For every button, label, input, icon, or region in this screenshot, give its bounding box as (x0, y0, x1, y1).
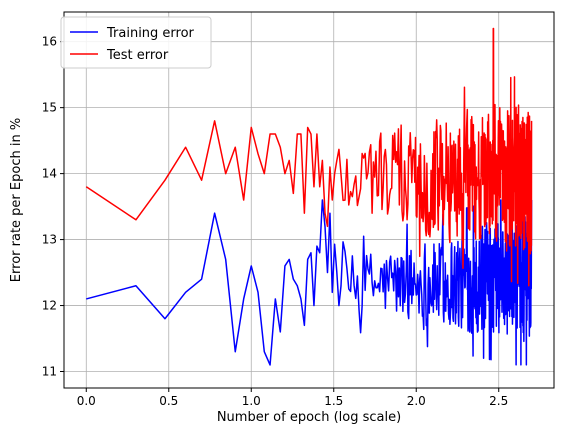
y-tick-label: 13 (42, 233, 57, 247)
x-tick-label: 1.0 (242, 394, 261, 408)
series-lines (85, 27, 533, 366)
x-tick-label: 0.5 (159, 394, 178, 408)
x-tick-label: 0.0 (77, 394, 96, 408)
y-tick-label: 11 (42, 365, 57, 379)
legend-label-test: Test error (106, 48, 169, 63)
y-axis-ticks: 11 12 13 14 15 16 (42, 35, 64, 379)
legend-label-training: Training error (106, 26, 195, 41)
test-error-line (85, 27, 533, 287)
y-tick-label: 14 (42, 167, 57, 181)
legend-box (60, 16, 212, 69)
x-tick-label: 2.0 (407, 394, 426, 408)
training-error-line (86, 199, 533, 366)
legend: Training error Test error (60, 16, 212, 69)
x-axis-ticks: 0.0 0.5 1.0 1.5 2.0 2.5 (77, 388, 508, 408)
x-axis-label: Number of epoch (log scale) (217, 410, 401, 425)
y-tick-label: 12 (42, 299, 57, 313)
y-tick-label: 16 (42, 35, 57, 49)
x-tick-label: 1.5 (324, 394, 343, 408)
y-axis-label: Error rate per Epoch in % (9, 118, 24, 282)
x-tick-label: 2.5 (489, 394, 508, 408)
y-tick-label: 15 (42, 101, 57, 115)
plot-frame (63, 11, 555, 389)
